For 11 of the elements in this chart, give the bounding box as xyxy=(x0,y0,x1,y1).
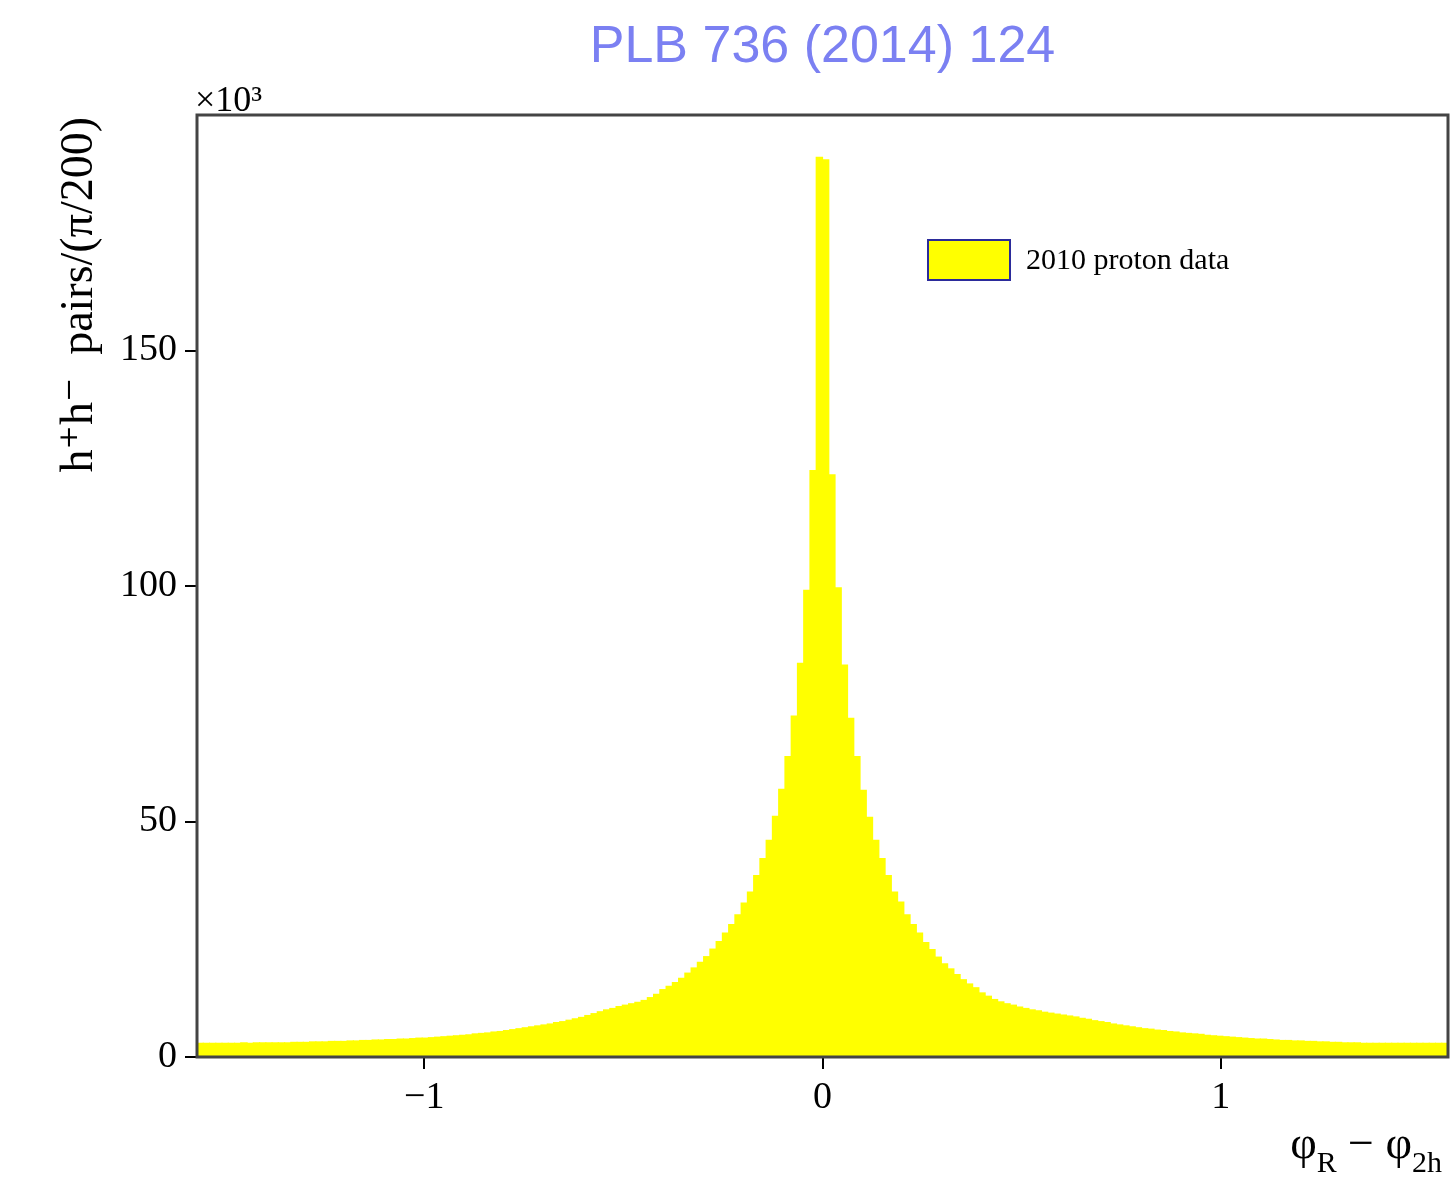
x-tick-label: 1 xyxy=(1211,1073,1231,1116)
annotation: ×10³ xyxy=(195,79,263,119)
x-tick-label: 0 xyxy=(813,1073,832,1116)
chart-title: PLB 736 (2014) 124 xyxy=(589,15,1056,73)
y-tick-label: 50 xyxy=(139,797,177,840)
y-tick-label: 0 xyxy=(158,1032,177,1075)
x-tick-label: −1 xyxy=(404,1073,445,1116)
y-axis-title: h⁺h⁻ pairs/(π/200) xyxy=(51,116,102,473)
y-tick-label: 150 xyxy=(120,326,177,369)
y-tick-label: 100 xyxy=(120,561,177,604)
legend-label: 2010 proton data xyxy=(1026,241,1230,275)
